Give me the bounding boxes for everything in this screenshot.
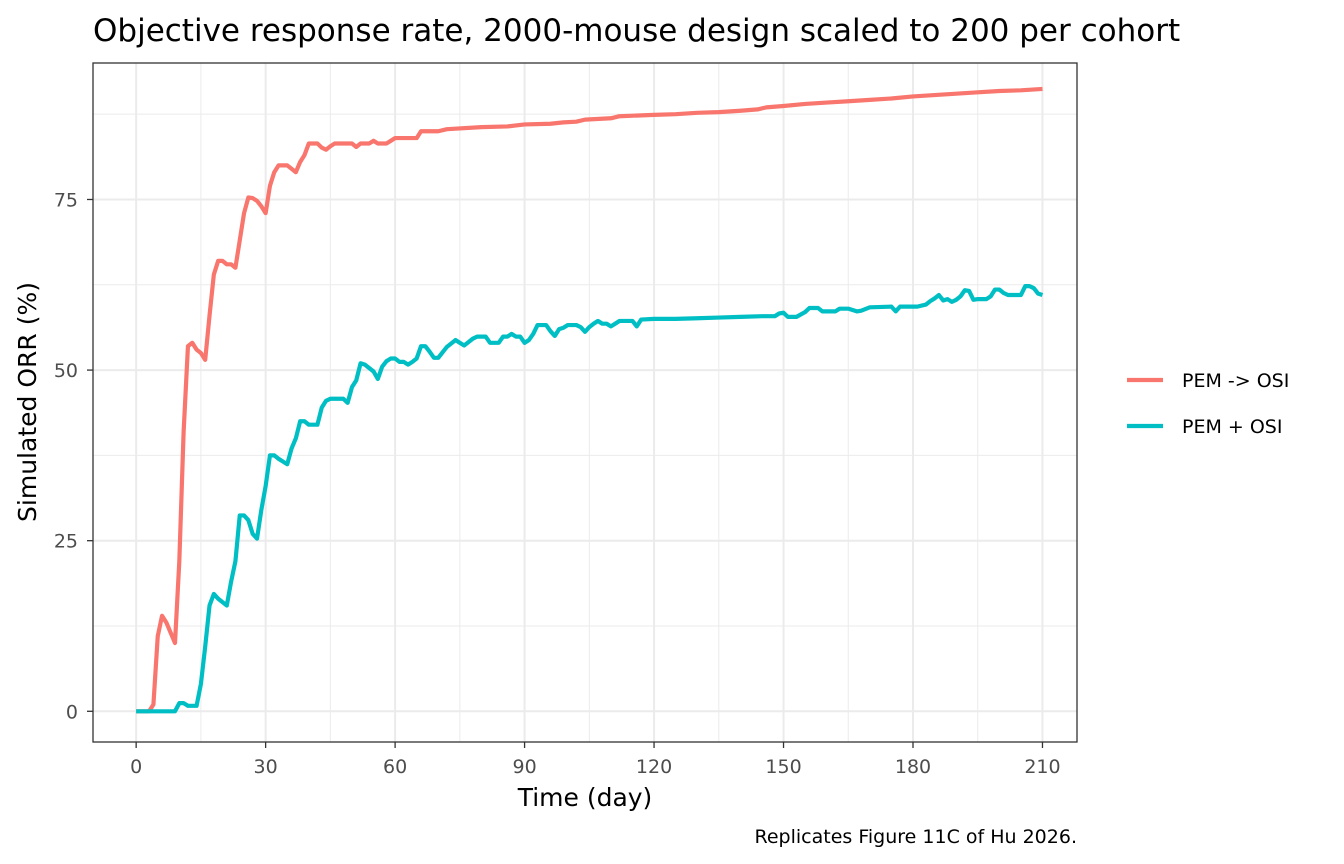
legend-label-2: PEM + OSI <box>1182 416 1282 438</box>
series-lines <box>136 86 1044 714</box>
x-tick-label: 150 <box>765 756 801 778</box>
plot-panel-border <box>92 62 1078 743</box>
y-axis-title: Simulated ORR (%) <box>13 282 42 522</box>
y-tick-label: 50 <box>54 360 78 382</box>
y-tick-label: 0 <box>66 701 78 723</box>
x-tick-label: 120 <box>636 756 672 778</box>
x-tick-label: 0 <box>130 756 142 778</box>
chart-caption: Replicates Figure 11C of Hu 2026. <box>755 826 1077 848</box>
major-gridlines <box>93 63 1077 742</box>
chart-title: Objective response rate, 2000-mouse desi… <box>93 13 1180 49</box>
x-tick-label: 60 <box>383 756 407 778</box>
legend: PEM -> OSI PEM + OSI <box>1127 370 1289 438</box>
x-axis: 0 30 60 90 120 150 180 210 <box>130 742 1061 778</box>
y-axis: 0 25 50 75 <box>54 189 93 723</box>
x-tick-label: 210 <box>1024 756 1060 778</box>
y-tick-label: 75 <box>54 189 78 211</box>
legend-label-1: PEM -> OSI <box>1182 370 1289 392</box>
series-line-2 <box>136 284 1044 714</box>
x-tick-label: 30 <box>254 756 278 778</box>
y-tick-label: 25 <box>54 531 78 553</box>
x-axis-title: Time (day) <box>517 783 653 812</box>
x-tick-label: 180 <box>895 756 931 778</box>
x-tick-label: 90 <box>512 756 536 778</box>
series-line-1 <box>136 86 1043 714</box>
